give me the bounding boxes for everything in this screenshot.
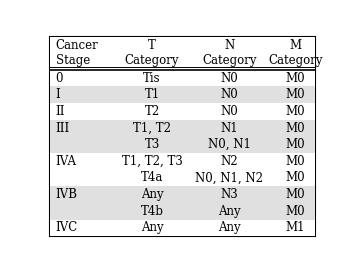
Text: T1, T2: T1, T2 xyxy=(133,122,171,134)
Text: M0: M0 xyxy=(286,155,305,168)
Text: 0: 0 xyxy=(56,72,63,85)
Bar xyxy=(50,70,315,86)
Text: T1: T1 xyxy=(145,88,160,101)
Text: N0: N0 xyxy=(220,72,238,85)
Text: T2: T2 xyxy=(145,105,160,118)
Text: M0: M0 xyxy=(286,188,305,201)
Text: IVA: IVA xyxy=(56,155,77,168)
Text: T4a: T4a xyxy=(141,171,163,184)
Text: Any: Any xyxy=(141,188,163,201)
Bar xyxy=(50,120,315,136)
Text: M0: M0 xyxy=(286,205,305,218)
Text: N
Category: N Category xyxy=(202,39,257,67)
Text: M
Category: M Category xyxy=(268,39,323,67)
Text: N0: N0 xyxy=(220,88,238,101)
Bar xyxy=(50,186,315,203)
Text: M1: M1 xyxy=(286,221,305,234)
Text: II: II xyxy=(56,105,65,118)
Text: M0: M0 xyxy=(286,138,305,151)
Bar xyxy=(50,36,315,70)
Text: N3: N3 xyxy=(220,188,238,201)
Text: T4b: T4b xyxy=(141,205,164,218)
Text: Any: Any xyxy=(218,205,241,218)
Bar xyxy=(50,203,315,220)
Text: I: I xyxy=(56,88,60,101)
Text: M0: M0 xyxy=(286,72,305,85)
Text: N0, N1, N2: N0, N1, N2 xyxy=(195,171,263,184)
Text: N0, N1: N0, N1 xyxy=(208,138,251,151)
Text: M0: M0 xyxy=(286,105,305,118)
Text: IVC: IVC xyxy=(56,221,78,234)
Text: N0: N0 xyxy=(220,105,238,118)
Text: N1: N1 xyxy=(220,122,238,134)
Text: III: III xyxy=(56,122,70,134)
Text: Any: Any xyxy=(218,221,241,234)
Text: Cancer
Stage: Cancer Stage xyxy=(56,39,98,67)
Text: T3: T3 xyxy=(145,138,160,151)
Bar xyxy=(50,170,315,186)
Text: M0: M0 xyxy=(286,122,305,134)
Text: IVB: IVB xyxy=(56,188,78,201)
Bar xyxy=(50,153,315,170)
Text: T1, T2, T3: T1, T2, T3 xyxy=(122,155,183,168)
Text: T
Category: T Category xyxy=(125,39,179,67)
Text: Tis: Tis xyxy=(143,72,161,85)
Bar xyxy=(50,103,315,120)
Text: M0: M0 xyxy=(286,88,305,101)
Text: M0: M0 xyxy=(286,171,305,184)
Bar xyxy=(50,86,315,103)
Bar xyxy=(50,220,315,236)
Text: Any: Any xyxy=(141,221,163,234)
Text: N2: N2 xyxy=(220,155,238,168)
Bar xyxy=(50,136,315,153)
